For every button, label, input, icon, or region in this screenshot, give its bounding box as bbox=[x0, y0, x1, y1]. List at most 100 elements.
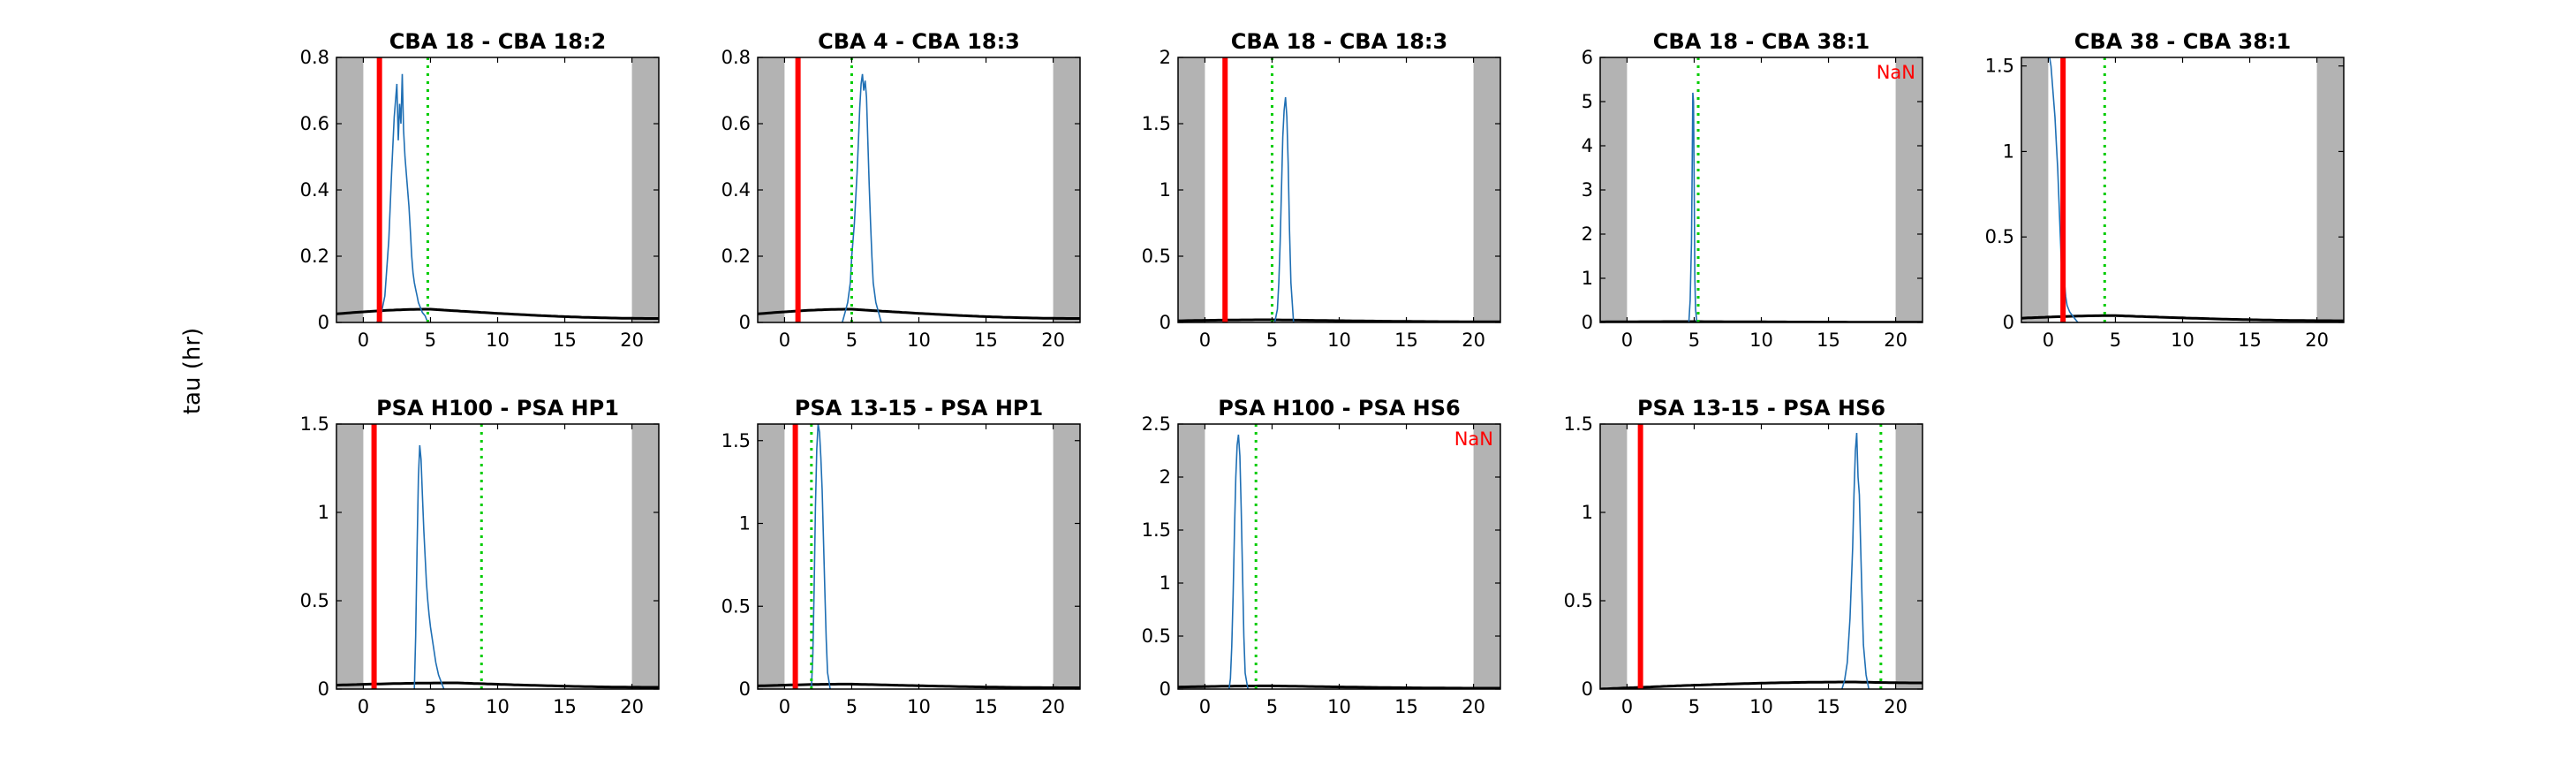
subplot-title: PSA 13-15 - PSA HS6 bbox=[1637, 396, 1885, 421]
subplot-title: CBA 38 - CBA 38:1 bbox=[2074, 29, 2291, 54]
subplot-title: CBA 18 - CBA 38:1 bbox=[1653, 29, 1870, 54]
y-tick-label: 0 bbox=[2003, 312, 2014, 333]
data-trace bbox=[1273, 96, 1295, 322]
subplot-title: PSA 13-15 - PSA HP1 bbox=[795, 396, 1043, 421]
shaded-region bbox=[631, 424, 659, 689]
subplot-title: PSA H100 - PSA HS6 bbox=[1218, 396, 1461, 421]
x-tick-label: 15 bbox=[2238, 330, 2262, 351]
shaded-region bbox=[1178, 424, 1205, 689]
x-tick-label: 20 bbox=[1041, 696, 1065, 717]
x-tick-label: 15 bbox=[1817, 696, 1840, 717]
x-tick-label: 0 bbox=[1199, 330, 1211, 351]
y-tick-label: 0.2 bbox=[300, 246, 329, 267]
x-tick-label: 10 bbox=[486, 696, 510, 717]
y-tick-label: 3 bbox=[1582, 179, 1593, 201]
x-tick-label: 0 bbox=[358, 696, 369, 717]
subplot-grid: CBA 18 - CBA 18:20 5 10 15 2000.20.40.60.8CB… bbox=[300, 29, 2345, 717]
y-tick-label: 0 bbox=[1582, 678, 1593, 700]
y-tick-label: 0 bbox=[318, 678, 329, 700]
axes-box bbox=[757, 57, 1081, 323]
data-trace bbox=[842, 73, 882, 322]
axes-box bbox=[1599, 423, 1923, 690]
shaded-region bbox=[2316, 57, 2344, 322]
x-tick-label: 20 bbox=[1462, 696, 1485, 717]
data-trace bbox=[811, 424, 831, 689]
y-tick-label: 1 bbox=[318, 502, 329, 523]
y-tick-label: 1.5 bbox=[1564, 413, 1593, 435]
x-tick-label: 5 bbox=[846, 330, 857, 351]
x-tick-label: 5 bbox=[1688, 330, 1700, 351]
smooth-curve bbox=[1600, 680, 1923, 689]
y-tick-label: 5 bbox=[1582, 91, 1593, 112]
x-tick-label: 10 bbox=[1327, 696, 1351, 717]
x-tick-label: 20 bbox=[620, 696, 644, 717]
shaded-region bbox=[758, 424, 785, 689]
y-tick-label: 6 bbox=[1582, 47, 1593, 68]
axes-box bbox=[2021, 57, 2345, 323]
x-tick-label: 15 bbox=[974, 330, 998, 351]
subplot-9: PSA 13-15 - PSA HS6 0 5 10 15 20 0 0.5 1 1.5 bbox=[1564, 396, 1923, 717]
x-tick-label: 20 bbox=[620, 330, 644, 351]
nan-annotation: NaN bbox=[1454, 428, 1493, 450]
shaded-region bbox=[1053, 424, 1080, 689]
y-axis-label: tau (hr) bbox=[179, 328, 206, 414]
subplot-5: CBA 38 - CBA 38:1 0 5 10 15 20 0 0.5 1 1.5 bbox=[1985, 29, 2345, 351]
y-tick-label: 0.6 bbox=[300, 113, 329, 134]
axes-box bbox=[336, 423, 660, 690]
shaded-region bbox=[2021, 57, 2049, 322]
x-tick-label: 15 bbox=[1817, 330, 1840, 351]
x-tick-label: 15 bbox=[553, 696, 577, 717]
x-tick-label: 0 bbox=[779, 696, 790, 717]
y-tick-label: 0.4 bbox=[721, 179, 751, 201]
x-tick-label: 5 bbox=[2110, 330, 2121, 351]
y-tick-label: 0 bbox=[1582, 312, 1593, 333]
axes-box bbox=[1177, 423, 1501, 690]
y-tick-label: 0.5 bbox=[300, 590, 329, 611]
x-tick-label: 0 bbox=[2043, 330, 2054, 351]
x-tick-label: 5 bbox=[1266, 330, 1278, 351]
nan-annotation: NaN bbox=[1877, 62, 1915, 83]
subplot-title: PSA H100 - PSA HP1 bbox=[376, 396, 619, 421]
x-tick-label: 10 bbox=[1327, 330, 1351, 351]
x-tick-label: 5 bbox=[425, 330, 436, 351]
y-tick-label: 1 bbox=[1582, 502, 1593, 523]
subplot-7: PSA 13-15 - PSA HP1 0 5 10 15 20 0 0.5 1 1.5 bbox=[721, 396, 1081, 717]
y-tick-label: 1.5 bbox=[1142, 519, 1171, 541]
y-tick-label: 2 bbox=[1582, 224, 1593, 245]
data-trace bbox=[413, 444, 445, 689]
x-tick-label: 10 bbox=[486, 330, 510, 351]
x-tick-label: 15 bbox=[553, 330, 577, 351]
y-tick-label: 0.6 bbox=[721, 113, 751, 134]
x-tick-label: 0 bbox=[1199, 696, 1211, 717]
x-tick-label: 5 bbox=[425, 696, 436, 717]
smooth-curve bbox=[758, 307, 1080, 320]
x-tick-label: 15 bbox=[974, 696, 998, 717]
data-trace bbox=[375, 73, 429, 322]
shaded-region bbox=[1600, 424, 1628, 689]
x-tick-label: 15 bbox=[1394, 330, 1418, 351]
y-tick-label: 1 bbox=[1160, 179, 1171, 201]
subplot-title: CBA 18 - CBA 18:3 bbox=[1231, 29, 1447, 54]
data-trace bbox=[1688, 92, 1698, 322]
y-tick-label: 1.5 bbox=[1985, 56, 2014, 77]
data-trace bbox=[1228, 434, 1249, 689]
x-tick-label: 20 bbox=[2305, 330, 2329, 351]
subplot-6: PSA H100 - PSA HP1 0 5 10 15 20 0 0.5 1 1.5 bbox=[300, 396, 660, 717]
subplot-4: CBA 18 - CBA 38:1 0 5 10 15 20 0 1 2 3 4 5 6 NaN bbox=[1582, 29, 1923, 351]
subplot-2: CBA 4 - CBA 18:3 0 5 10 15 20 0 0.2 0.4 0.6 0.8 bbox=[721, 29, 1081, 351]
subplot-1: CBA 18 - CBA 18:2 0 5 10 15 20 0 0.2 0.4 0.6 0.8 bbox=[300, 29, 660, 351]
x-tick-label: 10 bbox=[1749, 330, 1773, 351]
y-tick-label: 2 bbox=[1160, 47, 1171, 68]
subplot-8: PSA H100 - PSA HS6 0 5 10 15 20 0 0.5 1 1.5 2 2.5 Na… bbox=[1142, 396, 1501, 717]
x-tick-label: 10 bbox=[2171, 330, 2195, 351]
y-tick-label: 1.5 bbox=[721, 430, 751, 451]
axes-box bbox=[757, 423, 1081, 690]
axes-box bbox=[336, 57, 660, 323]
y-tick-label: 0 bbox=[1160, 312, 1171, 333]
y-tick-label: 1 bbox=[2003, 140, 2014, 162]
y-tick-label: 0 bbox=[739, 312, 751, 333]
x-tick-label: 10 bbox=[907, 696, 931, 717]
x-tick-label: 5 bbox=[1688, 696, 1700, 717]
smooth-curve bbox=[336, 307, 659, 320]
y-tick-label: 0 bbox=[1160, 678, 1171, 700]
